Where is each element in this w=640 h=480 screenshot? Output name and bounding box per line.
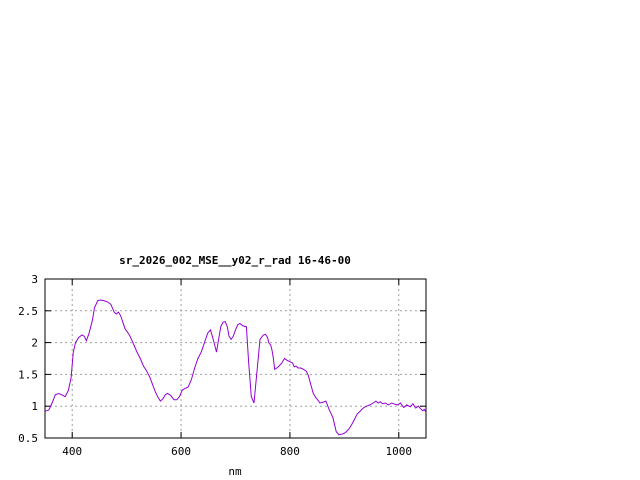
series-line <box>44 299 427 436</box>
grid-lines <box>45 279 426 438</box>
data-series <box>44 299 427 436</box>
plot-frame <box>44 278 427 439</box>
x-axis-label: nm <box>228 465 242 478</box>
y-tick-label: 3 <box>31 273 38 286</box>
x-tick-label: 600 <box>171 445 191 458</box>
chart-title: sr_2026_002_MSE__y02_r_rad 16-46-00 <box>119 254 351 267</box>
x-tick-label: 400 <box>62 445 82 458</box>
y-tick-label: 2.5 <box>18 305 38 318</box>
y-tick-label: 2 <box>31 337 38 350</box>
y-tick-label: 1.5 <box>18 368 38 381</box>
axis-ticks: 0.5 1 1.5 2 2.5 3 400 600 800 1000 <box>18 273 426 458</box>
x-tick-label: 1000 <box>386 445 413 458</box>
y-tick-label: 0.5 <box>18 432 38 445</box>
x-tick-label: 800 <box>280 445 300 458</box>
y-tick-label: 1 <box>31 400 38 413</box>
